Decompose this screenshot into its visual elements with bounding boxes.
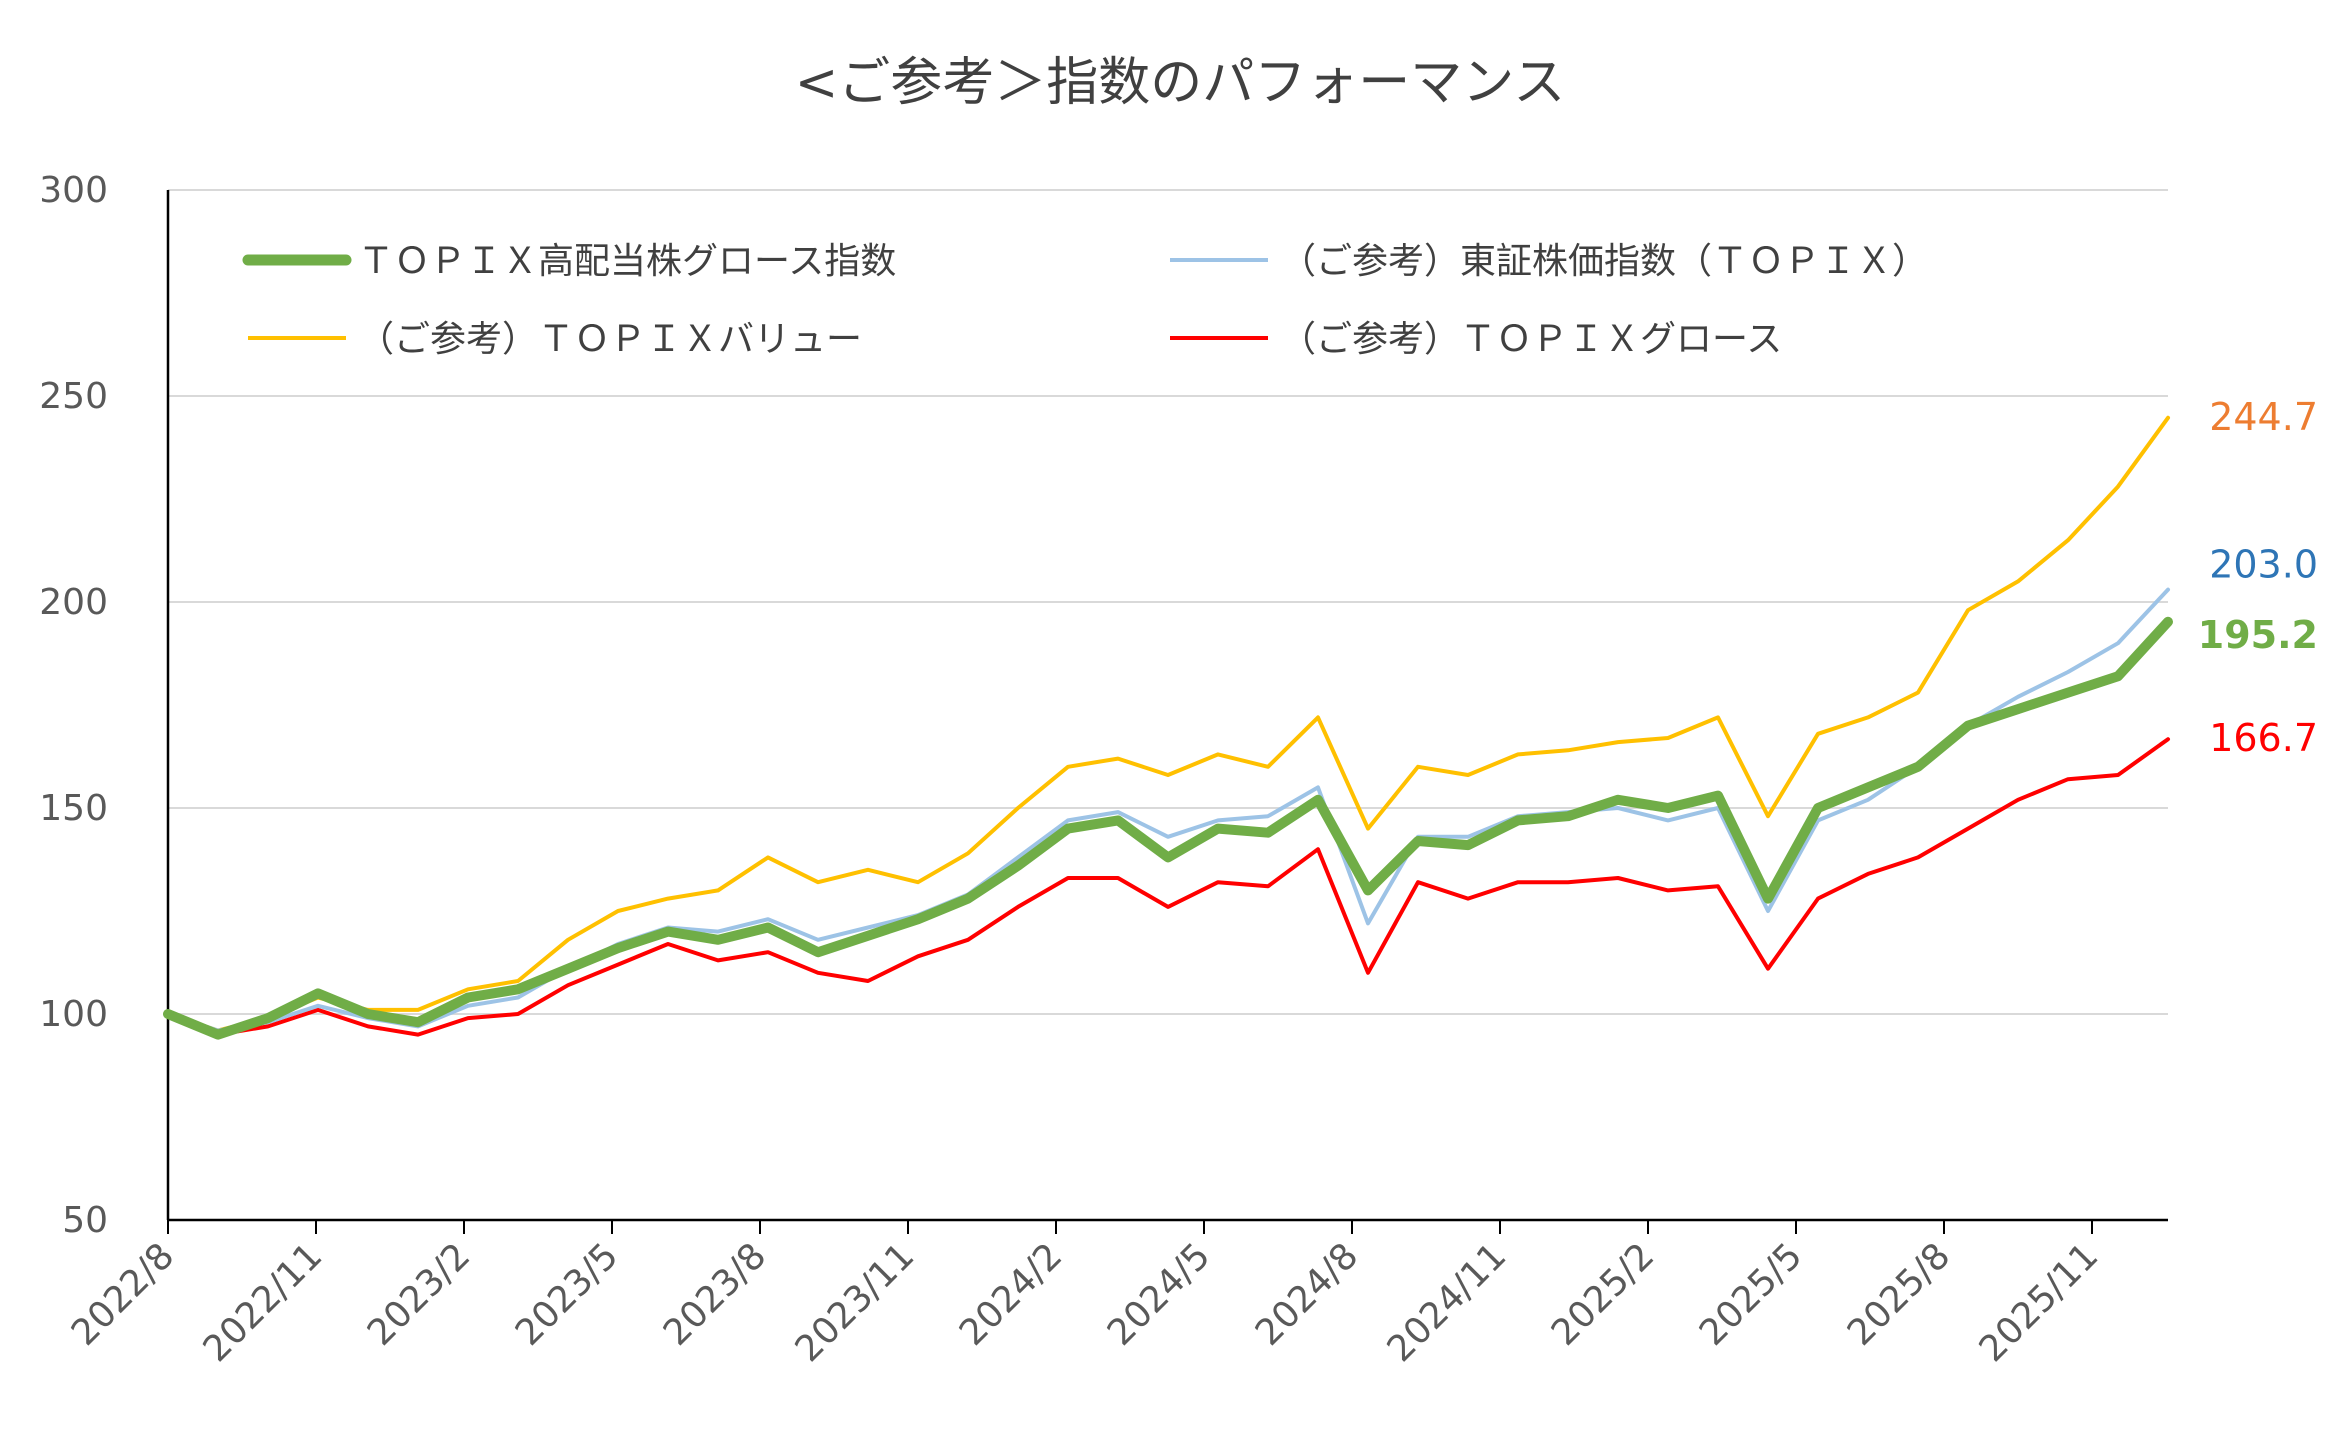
x-tick-label-1: 2022/11: [196, 1235, 331, 1370]
legend-label-0: ＴＯＰＩＸ高配当株グロース指数: [358, 241, 896, 282]
series-line-3: [166, 737, 2170, 1037]
x-tick-label-0: 2022/8: [64, 1235, 183, 1354]
series-line-1: [166, 587, 2170, 1033]
x-tick-label-8: 2024/8: [1248, 1235, 1367, 1354]
x-axis: 2022/8 2022/11 2023/2 2023/5 2023/8 2023/11 20…: [64, 1218, 2168, 1370]
x-tick-label-11: 2025/5: [1692, 1235, 1811, 1354]
series-lines: [163, 415, 2173, 1040]
y-tick-label-50: 50: [62, 1200, 108, 1241]
y-tick-label-100: 100: [39, 994, 108, 1035]
x-tick-label-12: 2025/8: [1840, 1235, 1959, 1354]
grid-lines: [168, 189, 2168, 1015]
x-tick-label-7: 2024/5: [1100, 1235, 1219, 1354]
y-tick-label-150: 150: [39, 788, 108, 829]
end-labels: 195.2 203.0 244.7 166.7: [2198, 395, 2318, 760]
series-line-2: [166, 415, 2170, 1033]
x-tick-label-4: 2023/8: [656, 1235, 775, 1354]
end-label-1: 203.0: [2209, 543, 2318, 587]
end-label-3: 166.7: [2209, 716, 2318, 760]
y-tick-label-250: 250: [39, 376, 108, 417]
legend-label-1: （ご参考）東証株価指数（ＴＯＰＩＸ）: [1280, 241, 1928, 282]
legend-label-3: （ご参考）ＴＯＰＩＸグロース: [1280, 319, 1782, 360]
chart-title: <ご参考＞指数のパフォーマンス: [795, 53, 1566, 113]
series-line-0: [163, 616, 2173, 1040]
y-tick-label-200: 200: [39, 582, 108, 623]
x-tick-label-10: 2025/2: [1544, 1235, 1663, 1354]
x-tick-label-6: 2024/2: [952, 1235, 1071, 1354]
x-tick-label-2: 2023/2: [360, 1235, 479, 1354]
x-tick-label-5: 2023/11: [788, 1235, 923, 1370]
y-axis: 50 100 150 200 250 300: [39, 170, 170, 1241]
x-tick-label-13: 2025/11: [1972, 1235, 2107, 1370]
end-label-0: 195.2: [2198, 613, 2318, 657]
legend: ＴＯＰＩＸ高配当株グロース指数 （ご参考）東証株価指数（ＴＯＰＩＸ） （ご参考）ＴＯ…: [242, 241, 1928, 360]
y-tick-label-300: 300: [39, 170, 108, 211]
end-label-2: 244.7: [2209, 395, 2318, 439]
legend-label-2: （ご参考）ＴＯＰＩＸバリュー: [358, 319, 862, 360]
x-tick-label-9: 2024/11: [1380, 1235, 1515, 1370]
x-tick-label-3: 2023/5: [508, 1235, 627, 1354]
